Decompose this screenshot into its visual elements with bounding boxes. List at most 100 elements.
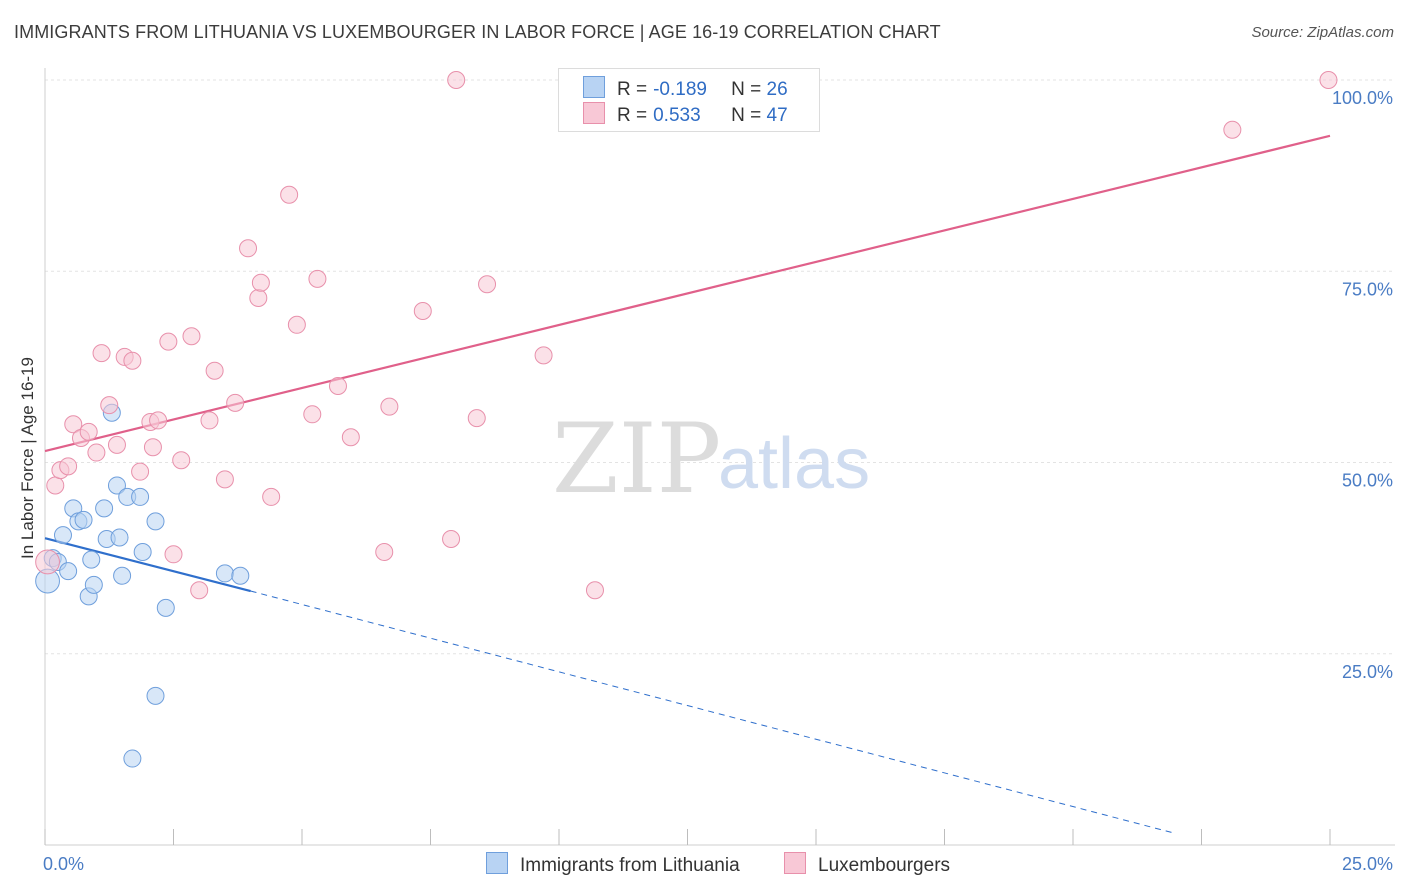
lithuania-point — [133, 543, 152, 562]
watermark-zip: ZIP — [552, 403, 721, 515]
luxembourger-point — [447, 71, 466, 89]
luxembourger-point — [205, 361, 224, 380]
luxembourger-point — [131, 462, 150, 481]
lithuania-trend-extension — [250, 590, 1176, 835]
chart-title: IMMIGRANTS FROM LITHUANIA VS LUXEMBOURGE… — [14, 22, 941, 42]
axes — [44, 68, 1395, 846]
luxembourger-point — [123, 351, 142, 370]
y-axis-label: In Labor Force | Age 16-19 — [18, 357, 37, 559]
luxembourger-point — [59, 457, 78, 476]
luxembourger-point — [303, 405, 322, 424]
lithuania-point — [95, 499, 114, 518]
luxembourger-point — [287, 315, 306, 334]
luxembourger-point — [159, 332, 178, 351]
luxembourger-point — [92, 344, 111, 363]
luxembourger-point — [143, 438, 162, 457]
x-tick-label: 0.0% — [43, 854, 84, 874]
legend-row-luxembourgers: R = 0.533 N = 47 — [583, 102, 788, 126]
y-tick-label: 25.0% — [1342, 662, 1393, 682]
luxembourger-point — [1223, 120, 1242, 139]
lithuania-point — [59, 562, 78, 581]
luxembourger-point — [262, 487, 281, 506]
y-tick-label: 50.0% — [1342, 471, 1393, 491]
luxembourger-point — [467, 409, 486, 428]
legend-swatch-blue — [486, 852, 508, 874]
legend-swatch-pink — [583, 102, 605, 124]
luxembourger-point — [328, 377, 347, 395]
lithuania-point — [215, 564, 234, 583]
lithuania-point — [146, 512, 165, 531]
luxembourger-point — [100, 396, 119, 415]
legend-n-label: N = — [731, 105, 762, 126]
legend-row-lithuania: R = -0.189 N = 26 — [583, 76, 788, 100]
grid-lines — [45, 79, 1395, 655]
luxembourger-point — [182, 327, 201, 346]
lithuania-point — [231, 566, 250, 585]
luxembourger-point — [1319, 71, 1338, 89]
lithuania-point — [110, 528, 129, 547]
watermark: ZIP atlas — [552, 403, 870, 515]
luxembourger-point — [87, 443, 106, 462]
luxembourger-point — [251, 273, 270, 292]
lithuania-point — [82, 550, 101, 569]
series-legend-lithuania[interactable]: Immigrants from Lithuania — [486, 852, 740, 877]
luxembourger-point — [107, 435, 126, 454]
luxembourger-point — [215, 470, 234, 489]
y-tick-label: 75.0% — [1342, 279, 1393, 299]
luxembourger-point — [79, 422, 98, 441]
luxembourger-point — [280, 185, 299, 204]
lithuania-point — [123, 749, 142, 768]
luxembourger-point — [534, 346, 553, 365]
legend-swatch-pink — [784, 852, 806, 874]
watermark-atlas: atlas — [718, 424, 870, 504]
luxembourger-point — [380, 397, 399, 416]
lithuania-point — [107, 476, 126, 495]
luxembourger-point — [585, 581, 604, 600]
x-tick-label: 25.0% — [1342, 854, 1393, 874]
luxembourger-point — [478, 275, 497, 294]
trend-lines — [44, 134, 1331, 835]
luxembourger-point — [35, 549, 60, 575]
lithuania-point — [156, 598, 175, 617]
luxembourger-point — [442, 530, 461, 548]
lithuania-trend-line — [44, 537, 251, 593]
luxembourger-point — [64, 415, 83, 434]
legend-label: Luxembourgers — [818, 855, 951, 876]
luxembourger-point — [200, 411, 219, 430]
legend-n-value: 26 — [766, 79, 788, 100]
data-points — [35, 71, 1338, 768]
source-credit: Source: ZipAtlas.com — [1251, 24, 1394, 41]
lithuania-point — [53, 526, 72, 545]
lithuania-point — [84, 575, 103, 594]
series-legend-luxembourgers[interactable]: Luxembourgers — [784, 852, 950, 877]
luxembourger-point — [308, 269, 327, 288]
luxembourger-point — [249, 289, 268, 308]
legend-r-label: R = — [617, 79, 648, 100]
legend-r-value: -0.189 — [653, 79, 707, 100]
luxembourger-point — [226, 393, 245, 412]
axis-labels: 25.0% 50.0% 75.0% 100.0% 0.0% 25.0% — [43, 88, 1393, 874]
luxembourger-point — [375, 543, 394, 562]
luxembourger-point — [46, 476, 65, 495]
lithuania-point — [131, 487, 150, 506]
lithuania-point — [113, 566, 132, 585]
luxembourger-point — [239, 239, 258, 258]
legend-n-value: 47 — [766, 105, 788, 126]
lithuania-point — [74, 510, 93, 529]
legend-r-label: R = — [617, 105, 648, 126]
legend-swatch-blue — [583, 76, 605, 98]
luxembourger-point — [164, 545, 183, 564]
lithuania-point — [146, 686, 165, 705]
luxembourger-point — [172, 451, 191, 470]
luxembourger-point — [341, 428, 360, 447]
correlation-legend: R = -0.189 N = 26 R = 0.533 N = 47 — [558, 68, 820, 132]
luxembourger-point — [190, 581, 209, 600]
luxembourger-point — [413, 302, 432, 321]
y-tick-label: 100.0% — [1332, 88, 1393, 108]
luxembourger-point — [149, 411, 168, 430]
legend-label: Immigrants from Lithuania — [520, 855, 740, 876]
luxembourger-trend-line — [44, 134, 1331, 453]
legend-r-value: 0.533 — [653, 105, 701, 126]
legend-n-label: N = — [731, 79, 762, 100]
